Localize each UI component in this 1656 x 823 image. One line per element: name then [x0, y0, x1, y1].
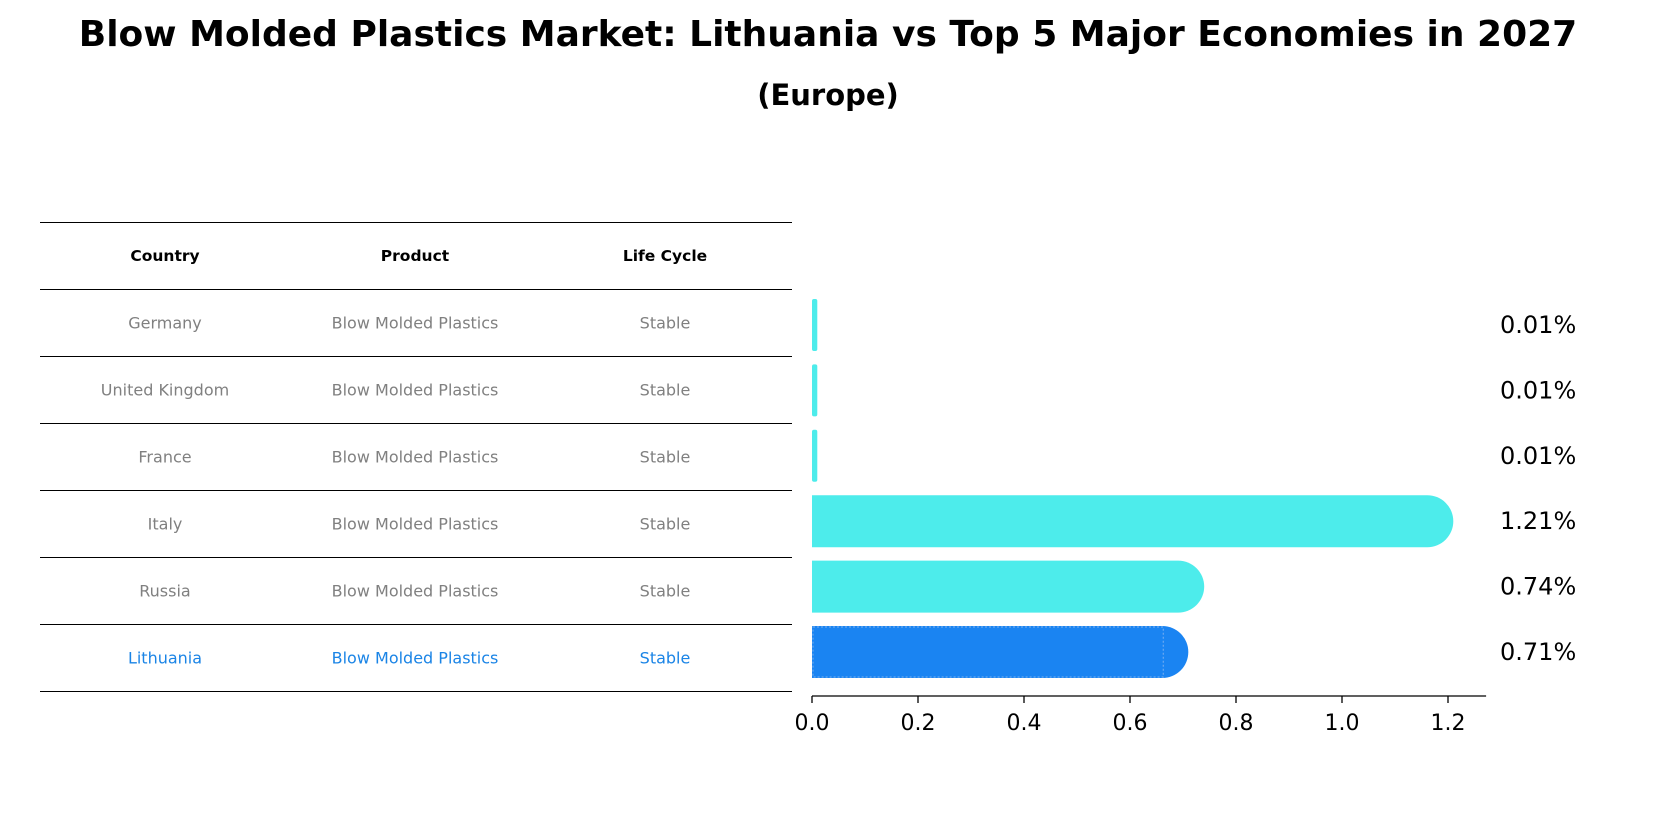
table-cell-product: Blow Molded Plastics: [331, 380, 499, 399]
x-tick-label: 0.0: [795, 711, 830, 736]
table-header-product: Product: [380, 246, 450, 265]
bar: [812, 429, 818, 482]
table-cell-product: Blow Molded Plastics: [331, 514, 499, 533]
table-cell-country: United Kingdom: [100, 380, 230, 399]
table-cell-life-cycle: Stable: [639, 447, 691, 466]
table-cell-life-cycle: Stable: [639, 581, 691, 600]
x-tick-label: 0.2: [901, 711, 936, 736]
data-label: 0.01%: [1500, 311, 1576, 339]
data-label: 0.71%: [1500, 638, 1576, 666]
table-row-rule: [40, 423, 792, 424]
table-cell-life-cycle: Stable: [639, 648, 691, 667]
table-header-life-cycle: Life Cycle: [622, 246, 708, 265]
table-row-rule: [40, 490, 792, 491]
table-row-rule: [40, 624, 792, 625]
bar: [812, 495, 1454, 548]
bar: [812, 299, 818, 351]
table-top-rule: [40, 222, 792, 223]
x-tick-label: 0.6: [1113, 711, 1148, 736]
bar-highlight: [812, 626, 1189, 678]
data-label: 1.21%: [1500, 507, 1576, 535]
table-cell-product: Blow Molded Plastics: [331, 648, 499, 667]
chart-title: Blow Molded Plastics Market: Lithuania v…: [78, 14, 1578, 55]
bar: [812, 364, 818, 417]
table-cell-product: Blow Molded Plastics: [331, 313, 499, 332]
table-cell-product: Blow Molded Plastics: [331, 581, 499, 600]
chart-subtitle: (Europe): [757, 78, 899, 112]
table-header-country: Country: [130, 246, 200, 265]
table-cell-life-cycle: Stable: [639, 514, 691, 533]
table-cell-life-cycle: Stable: [639, 313, 691, 332]
table-row-rule: [40, 691, 792, 692]
table-header-rule: [40, 289, 792, 290]
data-label: 0.01%: [1500, 376, 1576, 404]
table-cell-country: Russia: [139, 581, 191, 600]
table-cell-country: France: [138, 447, 192, 466]
x-tick-label: 0.4: [1007, 711, 1042, 736]
table-row-rule: [40, 557, 792, 558]
x-tick-label: 1.0: [1325, 711, 1360, 736]
x-tick-label: 0.8: [1219, 711, 1254, 736]
table-cell-country: Germany: [128, 313, 202, 332]
table-cell-product: Blow Molded Plastics: [331, 447, 499, 466]
data-label: 0.74%: [1500, 573, 1576, 601]
table-cell-life-cycle: Stable: [639, 380, 691, 399]
x-tick-label: 1.2: [1431, 711, 1466, 736]
table-row-rule: [40, 356, 792, 357]
table-cell-country: Lithuania: [127, 648, 203, 667]
table-cell-country: Italy: [147, 514, 183, 533]
data-label: 0.01%: [1500, 442, 1576, 470]
bar: [812, 560, 1205, 613]
